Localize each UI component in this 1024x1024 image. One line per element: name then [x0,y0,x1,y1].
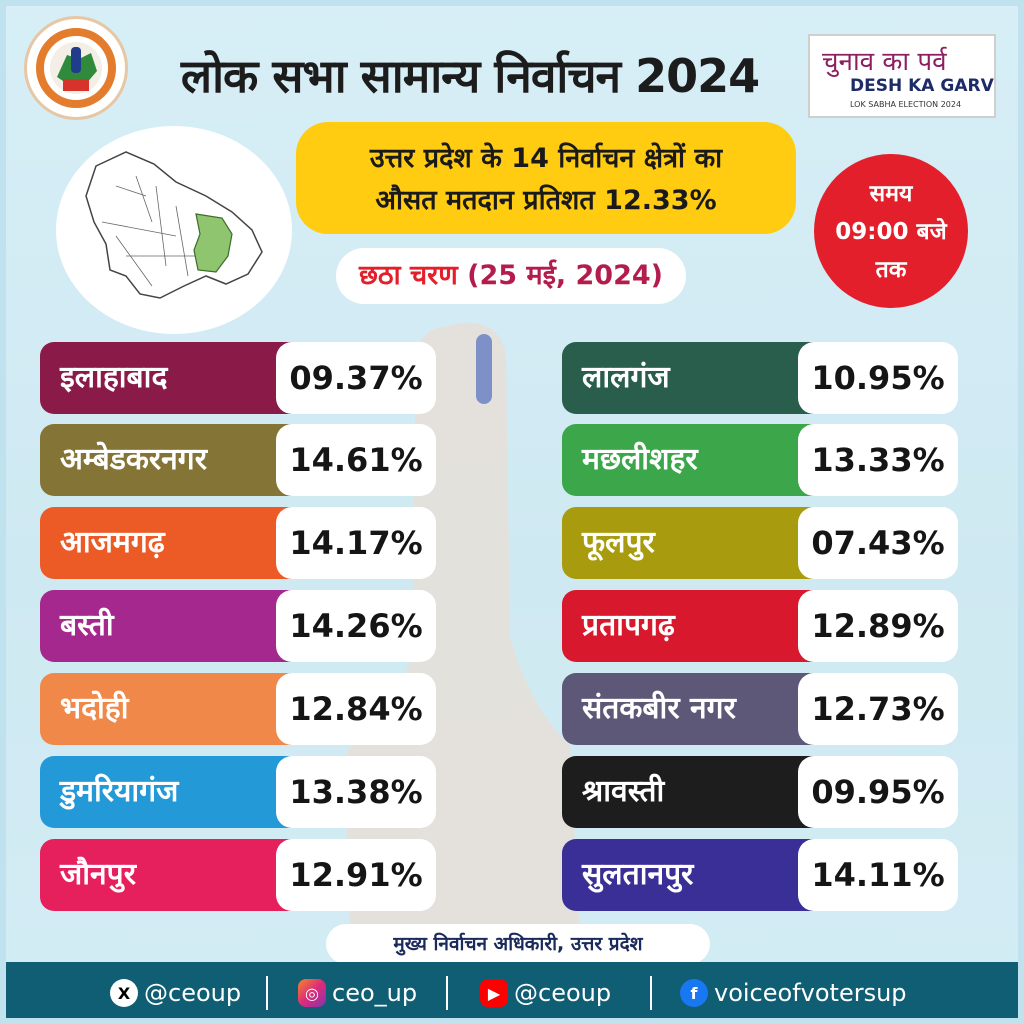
turnout-percent: 14.17% [276,507,436,579]
turnout-percent: 12.84% [276,673,436,745]
x-handle: @ceoup [144,979,242,1007]
x-icon: X [110,979,138,1007]
footer-bar [0,962,1024,1024]
constituency-row: प्रतापगढ़ 12.89% [562,590,962,662]
constituency-row: लालगंज 10.95% [562,342,962,414]
turnout-percent: 10.95% [798,342,958,414]
social-instagram[interactable]: ◎ ceo_up [298,978,417,1008]
social-x[interactable]: X @ceoup [110,978,241,1008]
brand-hindi-text: चुनाव का पर्व [822,47,947,77]
turnout-percent: 07.43% [798,507,958,579]
summary-line-2: औसत मतदान प्रतिशत 12.33% [375,185,717,216]
instagram-handle: ceo_up [332,979,418,1007]
turnout-percent: 14.11% [798,839,958,911]
turnout-percent: 09.37% [276,342,436,414]
turnout-percent: 12.73% [798,673,958,745]
constituency-row: बस्ती 14.26% [40,590,440,662]
divider [446,976,448,1010]
divider [266,976,268,1010]
facebook-icon: f [680,979,708,1007]
phase-date: (25 मई, 2024) [467,260,663,291]
turnout-percent: 14.26% [276,590,436,662]
ceo-up-logo [24,16,128,120]
turnout-percent: 12.89% [798,590,958,662]
brand-subtitle: LOK SABHA ELECTION 2024 [850,100,962,109]
turnout-percent: 12.91% [276,839,436,911]
time-suffix: तक [875,257,907,283]
constituency-row: फूलपुर 07.43% [562,507,962,579]
page-title: लोक सभा सामान्य निर्वाचन 2024 [180,49,760,103]
constituency-row: मछलीशहर 13.33% [562,424,962,496]
constituency-row: जौनपुर 12.91% [40,839,440,911]
footer-organisation: मुख्य निर्वाचन अधिकारी, उत्तर प्रदेश [326,924,710,964]
phase-pill: छठा चरण (25 मई, 2024) [336,248,686,304]
constituency-row: इलाहाबाद 09.37% [40,342,440,414]
instagram-icon: ◎ [298,979,326,1007]
facebook-handle: voiceofvotersup [714,979,907,1007]
constituency-row: आजमगढ़ 14.17% [40,507,440,579]
social-facebook[interactable]: f voiceofvotersup [680,978,907,1008]
time-badge: समय 09:00 बजे तक [814,154,968,308]
constituency-row: अम्बेडकरनगर 14.61% [40,424,440,496]
summary-line-1: उत्तर प्रदेश के 14 निर्वाचन क्षेत्रों का [369,143,723,174]
social-youtube[interactable]: ▶ @ceoup [480,978,611,1008]
youtube-icon: ▶ [480,979,508,1007]
summary-banner: उत्तर प्रदेश के 14 निर्वाचन क्षेत्रों का… [296,122,796,234]
divider [650,976,652,1010]
youtube-handle: @ceoup [514,979,612,1007]
brand-english-text: DESH KA GARV [850,76,994,96]
up-map [56,126,292,334]
turnout-percent: 14.61% [276,424,436,496]
time-value: 09:00 बजे [835,219,947,245]
constituency-row: डुमरियागंज 13.38% [40,756,440,828]
chunav-ka-parv-logo: चुनाव का पर्व DESH KA GARV LOK SABHA ELE… [808,34,996,118]
constituency-row: भदोही 12.84% [40,673,440,745]
turnout-percent: 09.95% [798,756,958,828]
turnout-percent: 13.33% [798,424,958,496]
uttar-pradesh-map-icon [85,151,263,299]
constituency-row: श्रावस्ती 09.95% [562,756,962,828]
turnout-percent: 13.38% [276,756,436,828]
constituency-row: सुलतानपुर 14.11% [562,839,962,911]
phase-label: छठा चरण [359,260,458,291]
time-label: समय [869,181,913,207]
constituency-row: संतकबीर नगर 12.73% [562,673,962,745]
ceo-emblem-icon [36,28,116,108]
